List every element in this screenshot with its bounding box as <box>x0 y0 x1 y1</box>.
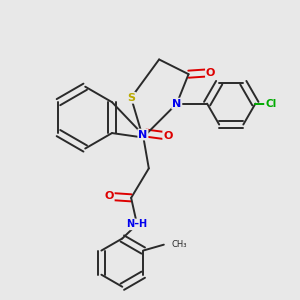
Text: S: S <box>127 93 135 103</box>
Text: N: N <box>172 99 182 109</box>
Text: O: O <box>206 68 215 78</box>
Text: O: O <box>163 131 172 141</box>
Text: CH₃: CH₃ <box>171 240 187 249</box>
Text: N–H: N–H <box>127 219 148 229</box>
Text: N: N <box>138 130 148 140</box>
Text: O: O <box>104 191 114 201</box>
Text: Cl: Cl <box>265 99 276 109</box>
